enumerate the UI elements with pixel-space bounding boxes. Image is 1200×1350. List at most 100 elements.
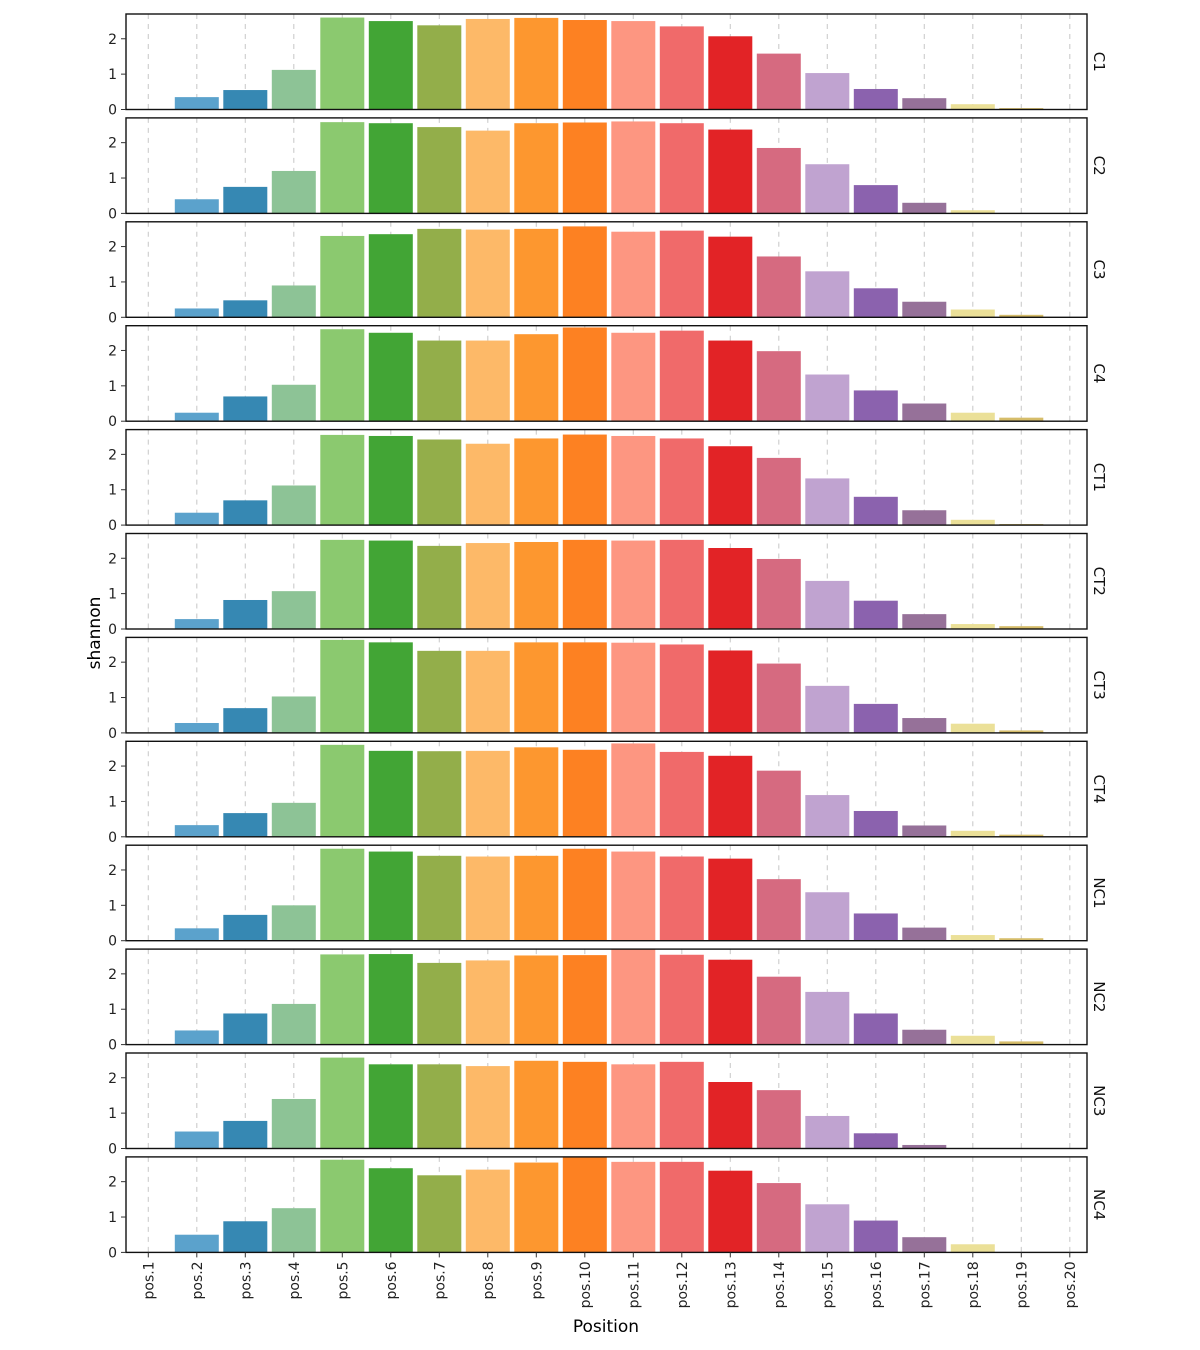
bar-pos-15 xyxy=(805,164,850,214)
y-tick-label: 2 xyxy=(108,1175,117,1191)
bar-pos-7 xyxy=(417,127,462,214)
bar-pos-16 xyxy=(853,1133,898,1149)
bar-pos-9 xyxy=(514,228,559,318)
bar-pos-2 xyxy=(174,412,219,422)
bar-pos-11 xyxy=(611,1064,656,1149)
x-tick-label: pos.16 xyxy=(869,1261,885,1308)
x-tick-label: pos.19 xyxy=(1014,1261,1030,1308)
y-tick-label: 1 xyxy=(108,1106,117,1122)
x-tick-label: pos.3 xyxy=(238,1261,254,1299)
panel-nc2: 0 1 2 NC2 xyxy=(108,948,1108,1054)
bar-pos-6 xyxy=(368,332,413,422)
bar-pos-10 xyxy=(562,122,607,214)
bar-pos-3 xyxy=(223,1120,268,1149)
bar-pos-14 xyxy=(756,53,801,110)
y-tick-label: 1 xyxy=(108,483,117,499)
bar-pos-18 xyxy=(950,210,995,214)
bar-pos-3 xyxy=(223,1221,268,1253)
panel-border xyxy=(125,1156,1088,1254)
bar-pos-3 xyxy=(223,396,268,422)
bar-pos-19 xyxy=(999,314,1044,318)
bar-pos-6 xyxy=(368,851,413,941)
bar-pos-6 xyxy=(368,642,413,733)
y-tick-label: 1 xyxy=(108,1002,117,1018)
bar-pos-17 xyxy=(902,510,947,526)
bar-pos-2 xyxy=(174,1030,219,1045)
bar-pos-17 xyxy=(902,614,947,629)
x-tick-label: pos.5 xyxy=(335,1261,351,1299)
bar-pos-16 xyxy=(853,913,898,941)
bar-pos-14 xyxy=(756,663,801,733)
bar-pos-10 xyxy=(562,539,607,629)
bar-pos-4 xyxy=(271,905,316,941)
bar-pos-2 xyxy=(174,1131,219,1149)
bar-pos-5 xyxy=(320,639,365,733)
y-tick-label: 0 xyxy=(108,830,117,846)
panel-nc3: 0 1 2 NC3 xyxy=(108,1052,1108,1158)
y-tick-label: 0 xyxy=(108,414,117,430)
bar-pos-8 xyxy=(465,340,510,422)
bar-pos-7 xyxy=(417,25,462,110)
bar-pos-3 xyxy=(223,708,268,733)
bar-pos-2 xyxy=(174,928,219,941)
panel-border xyxy=(125,844,1088,942)
x-tick-label: pos.13 xyxy=(723,1261,739,1308)
x-tick-label: pos.6 xyxy=(384,1261,400,1299)
facet-label: C3 xyxy=(1090,260,1108,280)
bar-pos-16 xyxy=(853,88,898,110)
bar-pos-7 xyxy=(417,439,462,526)
bar-pos-9 xyxy=(514,541,559,629)
bar-pos-18 xyxy=(950,624,995,629)
bar-pos-13 xyxy=(708,650,753,733)
bar-pos-3 xyxy=(223,1013,268,1045)
facet-label: NC1 xyxy=(1090,877,1108,908)
bar-pos-8 xyxy=(465,960,510,1045)
bar-pos-14 xyxy=(756,558,801,629)
y-tick-label: 2 xyxy=(108,240,117,256)
panel-border xyxy=(125,740,1088,838)
bar-pos-17 xyxy=(902,1237,947,1253)
bar-pos-6 xyxy=(368,234,413,318)
bar-pos-12 xyxy=(659,26,704,110)
y-tick-label: 2 xyxy=(108,863,117,879)
bar-pos-5 xyxy=(320,122,365,214)
panel-ct2: 0 1 2 CT2 xyxy=(108,532,1108,638)
bar-pos-3 xyxy=(223,599,268,629)
y-tick-label: 2 xyxy=(108,655,117,671)
bar-pos-19 xyxy=(999,834,1044,837)
facet-label: C2 xyxy=(1090,156,1108,176)
bar-pos-2 xyxy=(174,722,219,733)
bar-pos-11 xyxy=(611,851,656,941)
bar-pos-10 xyxy=(562,749,607,837)
bar-pos-10 xyxy=(562,20,607,110)
bar-pos-18 xyxy=(950,830,995,837)
bar-pos-12 xyxy=(659,539,704,629)
bar-pos-15 xyxy=(805,478,850,526)
panel-border xyxy=(125,325,1088,422)
bar-pos-8 xyxy=(465,650,510,733)
bar-pos-7 xyxy=(417,545,462,629)
bar-pos-12 xyxy=(659,230,704,318)
y-tick-label: 0 xyxy=(108,726,117,742)
bar-pos-7 xyxy=(417,962,462,1045)
bar-pos-7 xyxy=(417,340,462,422)
panel-border xyxy=(125,636,1088,734)
bar-pos-18 xyxy=(950,1035,995,1045)
x-tick-label: pos.8 xyxy=(481,1261,497,1299)
y-tick-label: 2 xyxy=(108,136,117,152)
bar-pos-14 xyxy=(756,147,801,214)
bar-pos-11 xyxy=(611,21,656,110)
bar-pos-2 xyxy=(174,1234,219,1253)
bar-pos-14 xyxy=(756,351,801,422)
panel-border xyxy=(125,1052,1088,1150)
bar-pos-2 xyxy=(174,512,219,526)
bar-pos-10 xyxy=(562,642,607,733)
bar-pos-3 xyxy=(223,186,268,214)
bar-pos-13 xyxy=(708,36,753,110)
y-tick-label: 0 xyxy=(108,518,117,534)
bar-pos-11 xyxy=(611,743,656,837)
bar-pos-16 xyxy=(853,600,898,629)
y-tick-label: 0 xyxy=(108,103,117,119)
bar-pos-8 xyxy=(465,1169,510,1253)
bar-pos-12 xyxy=(659,751,704,837)
